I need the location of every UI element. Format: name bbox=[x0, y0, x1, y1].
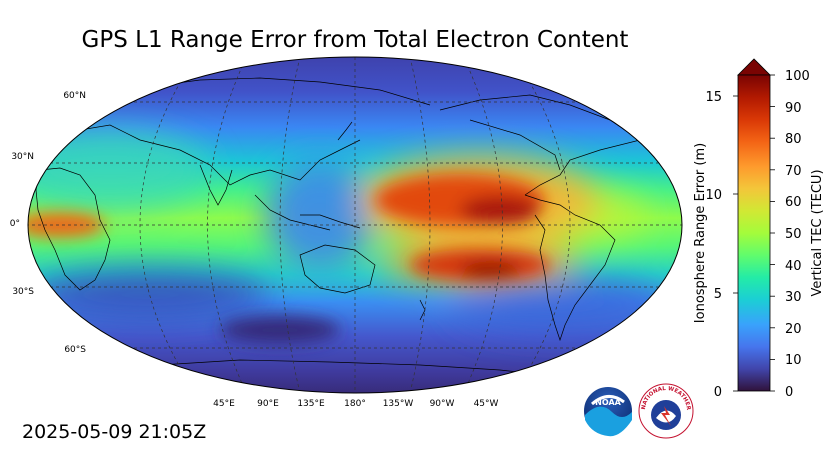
tec-tick: 30 bbox=[785, 290, 802, 305]
lat-label: 30°N bbox=[11, 152, 34, 162]
lat-label: 60°S bbox=[64, 345, 86, 355]
tec-map bbox=[27, 56, 683, 394]
lon-label: 45°W bbox=[474, 399, 499, 409]
tec-tick: 70 bbox=[785, 164, 802, 179]
lat-label: 0° bbox=[10, 219, 20, 229]
tec-tick: 90 bbox=[785, 101, 802, 116]
noaa-logo-text: NOAA bbox=[595, 398, 621, 407]
tec-tick: 60 bbox=[785, 195, 802, 210]
tec-tick: 100 bbox=[785, 69, 810, 84]
colorbar-gradient bbox=[737, 74, 771, 392]
lon-label: 90°W bbox=[430, 399, 455, 409]
range-tick: 10 bbox=[705, 188, 722, 203]
map-boundary bbox=[27, 56, 683, 394]
noaa-logo: NOAA bbox=[582, 385, 634, 437]
timestamp: 2025-05-09 21:05Z bbox=[22, 421, 206, 443]
range-tick: 0 bbox=[714, 385, 722, 400]
lon-label: 90°E bbox=[257, 399, 279, 409]
lat-label: 30°S bbox=[12, 287, 34, 297]
colorbar-extend-arrow bbox=[737, 58, 771, 76]
lat-label: 60°N bbox=[63, 91, 86, 101]
tec-tick: 50 bbox=[785, 227, 802, 242]
lon-label: 180° bbox=[344, 399, 366, 409]
tec-axis-label: Vertical TEC (TECU) bbox=[810, 169, 825, 296]
range-error-axis-label: Ionosphere Range Error (m) bbox=[693, 143, 708, 323]
tec-tick: 80 bbox=[785, 132, 802, 147]
tec-tick: 0 bbox=[785, 385, 793, 400]
lon-label: 135°W bbox=[383, 399, 414, 409]
range-tick: 5 bbox=[714, 287, 722, 302]
colorbar: 0 5 10 15 0 10 20 30 40 50 60 70 80 90 1… bbox=[693, 58, 825, 400]
lon-label: 45°E bbox=[213, 399, 235, 409]
tec-tick: 10 bbox=[785, 353, 802, 368]
lon-label: 135°E bbox=[297, 399, 325, 409]
longitude-labels: 45°E 90°E 135°E 180° 135°W 90°W 45°W bbox=[213, 399, 498, 409]
tec-tick: 40 bbox=[785, 259, 802, 274]
map-title: GPS L1 Range Error from Total Electron C… bbox=[82, 27, 629, 53]
range-tick: 15 bbox=[705, 90, 722, 105]
tec-tick: 20 bbox=[785, 322, 802, 337]
latitude-labels: 60°N 30°N 0° 30°S 60°S bbox=[10, 91, 87, 355]
